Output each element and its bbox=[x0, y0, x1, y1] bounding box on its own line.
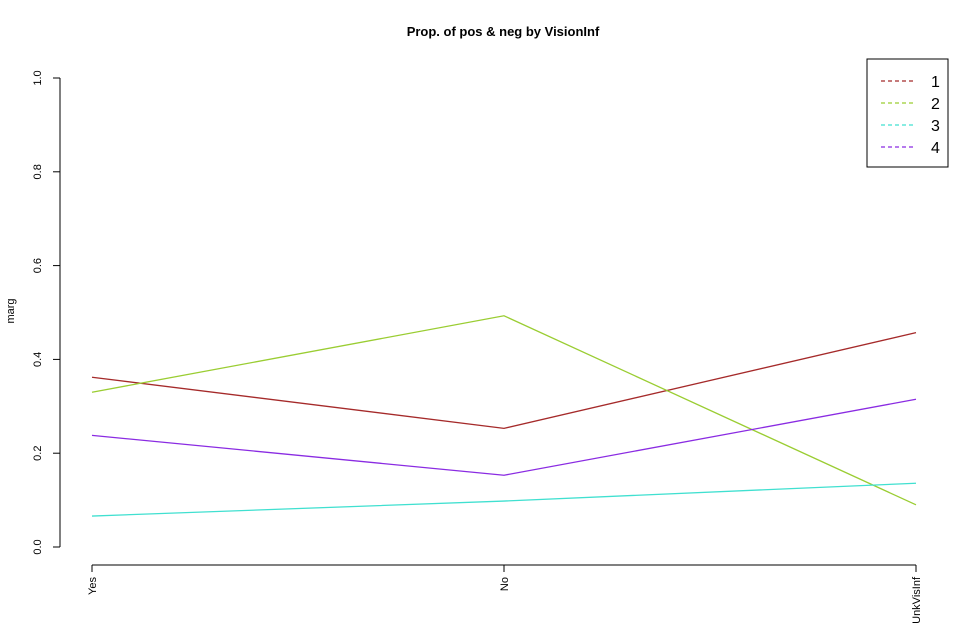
y-tick-label: 0.2 bbox=[32, 446, 44, 461]
x-tick-label: No bbox=[499, 577, 511, 591]
legend: 1 2 3 4 bbox=[866, 58, 949, 168]
legend-box bbox=[866, 58, 949, 168]
y-tick-label: 0.8 bbox=[32, 164, 44, 179]
y-tick-label: 0.0 bbox=[32, 539, 44, 554]
x-tick-label: UnkVisInf bbox=[911, 576, 923, 624]
x-tick-label: Yes bbox=[87, 577, 99, 595]
legend-label-4: 4 bbox=[931, 140, 940, 157]
y-tick-label: 1.0 bbox=[32, 70, 44, 85]
series-line-2 bbox=[91, 315, 917, 506]
y-tick-label: 0.6 bbox=[32, 258, 44, 273]
series-layer bbox=[91, 315, 917, 517]
chart-title: Prop. of pos & neg by VisionInf bbox=[407, 24, 600, 39]
y-axis: 0.0 0.2 0.4 0.6 0.8 1.0 bbox=[32, 70, 61, 555]
y-tick-label: 0.4 bbox=[32, 352, 44, 367]
legend-label-1: 1 bbox=[931, 74, 940, 91]
legend-label-2: 2 bbox=[931, 96, 940, 113]
series-line-1 bbox=[91, 332, 917, 430]
series-line-4 bbox=[91, 398, 917, 476]
x-axis: Yes No UnkVisInf bbox=[87, 564, 923, 624]
y-axis-label: marg bbox=[5, 298, 17, 323]
series-line-3 bbox=[91, 482, 917, 517]
legend-label-3: 3 bbox=[931, 118, 940, 135]
